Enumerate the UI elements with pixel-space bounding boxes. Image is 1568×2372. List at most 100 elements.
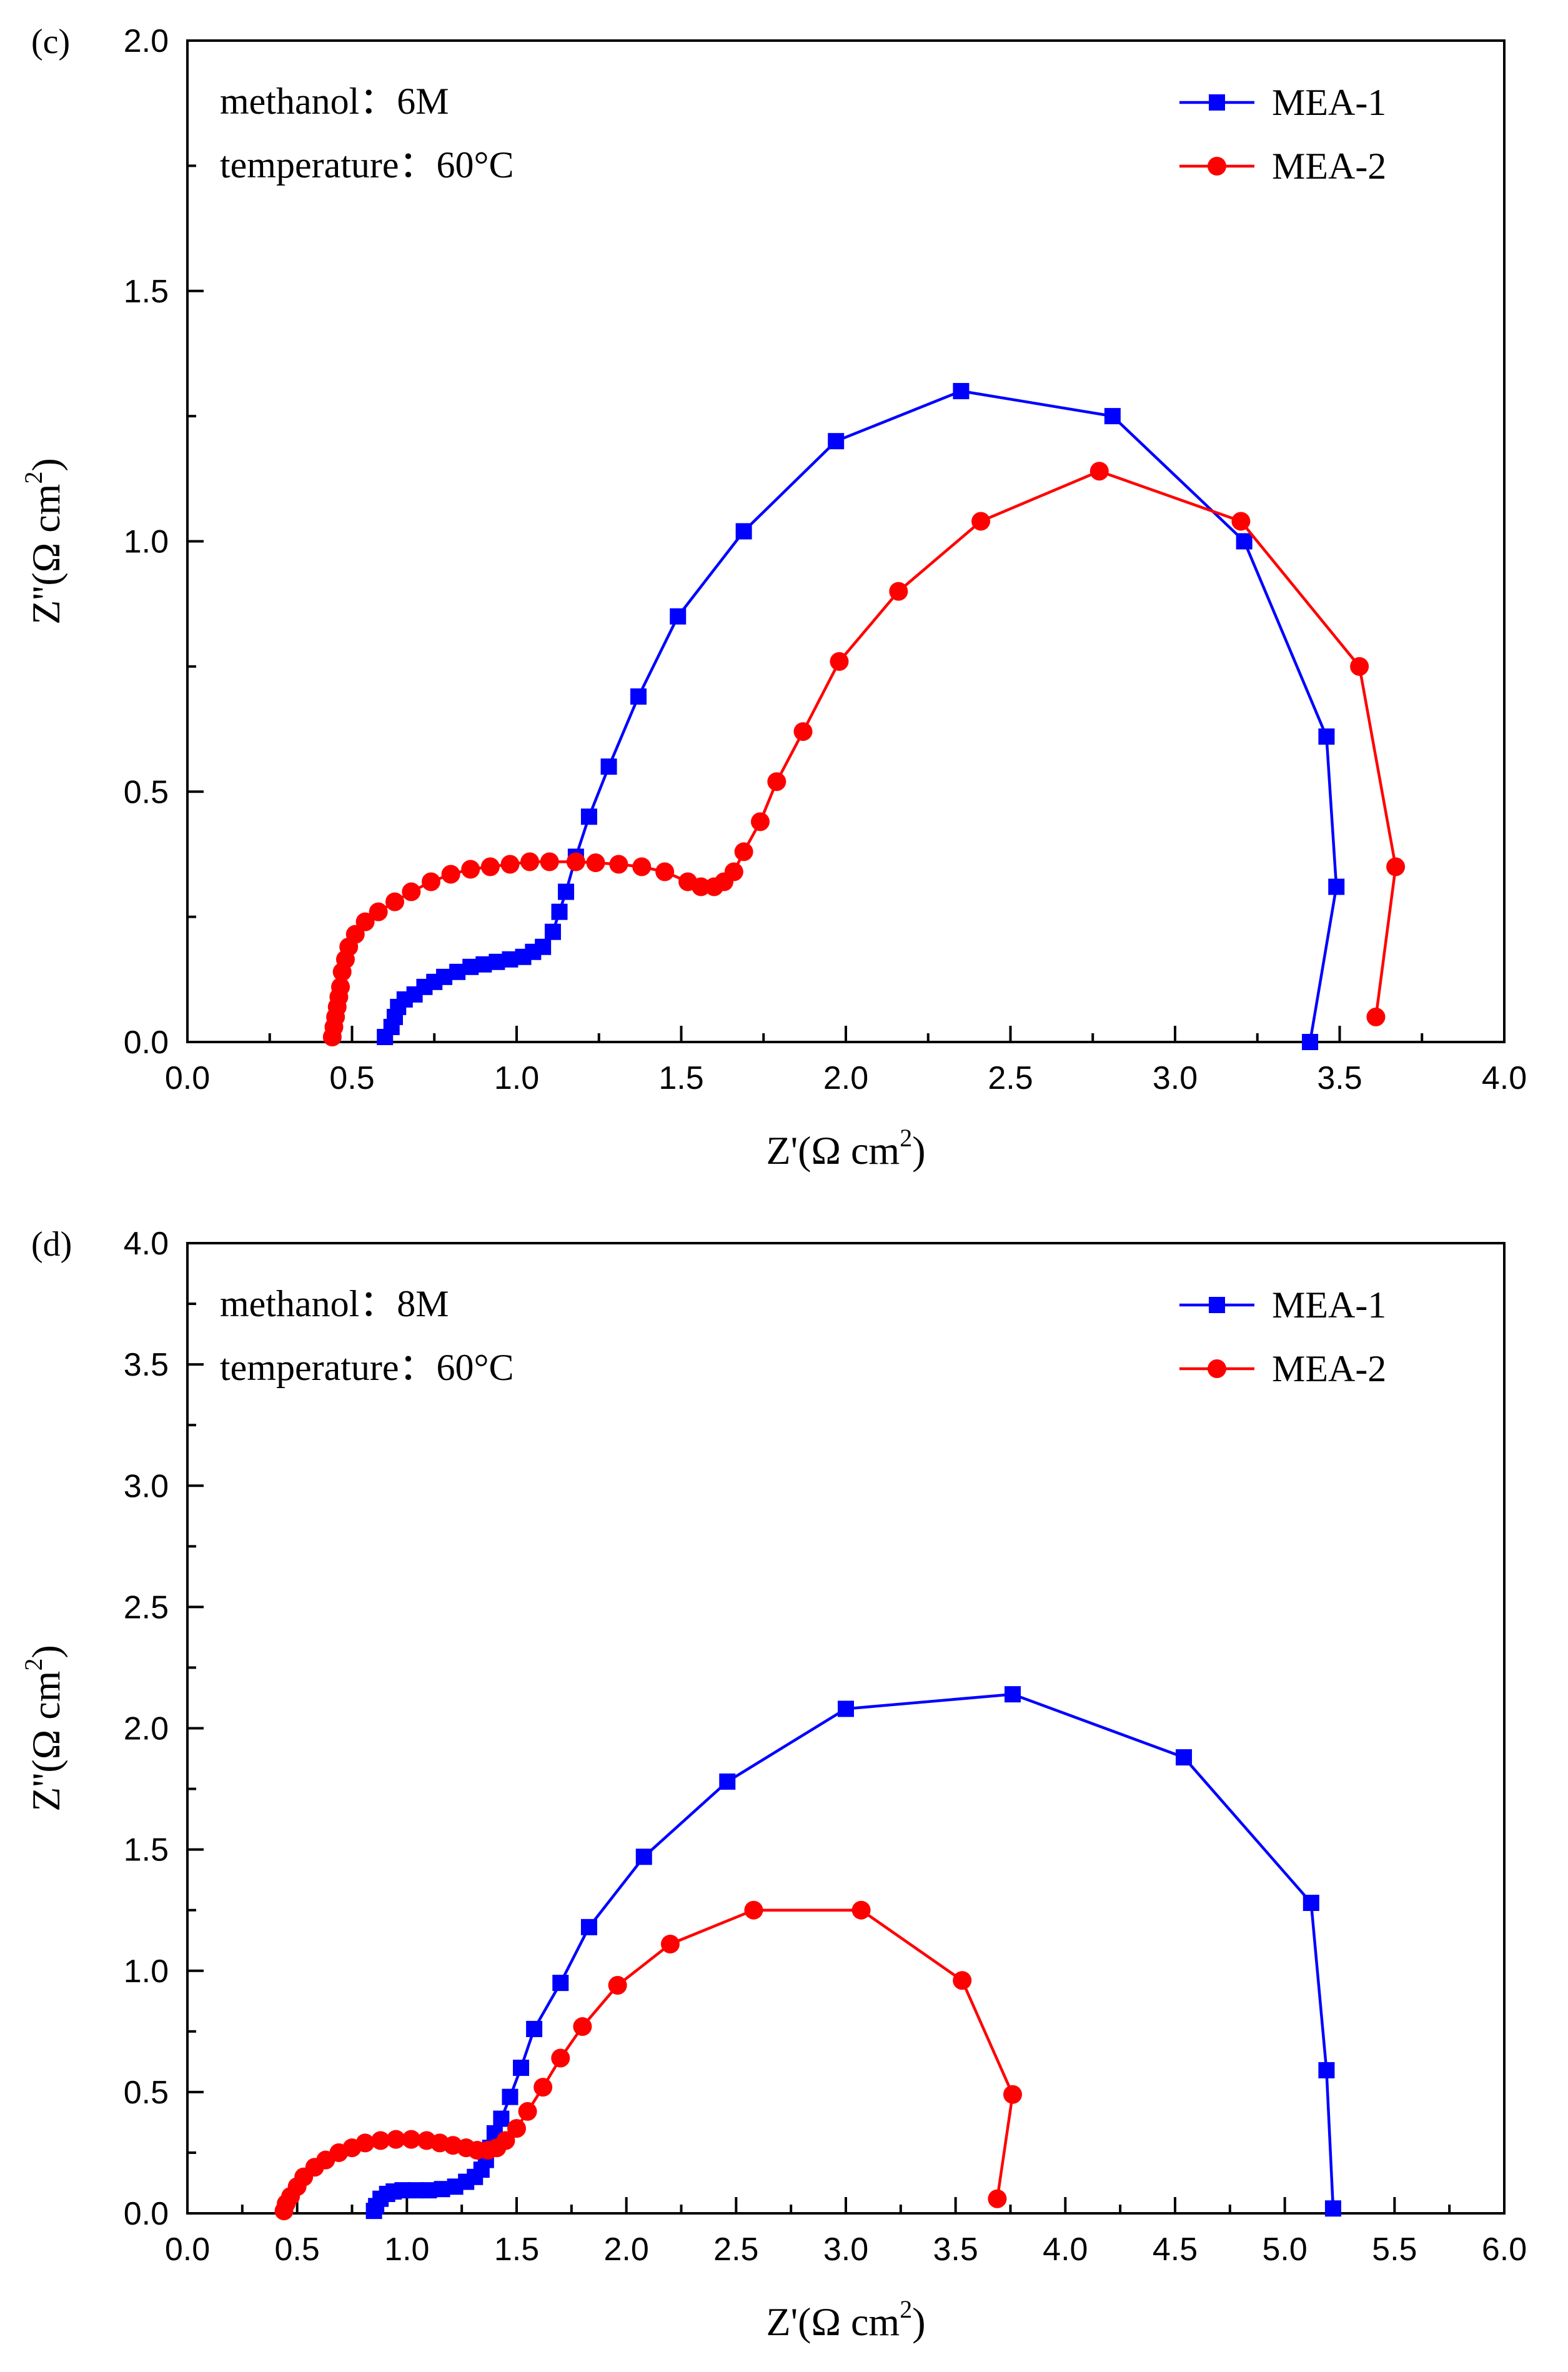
x-axis-label-tail: ) — [912, 1128, 925, 1173]
data-point — [480, 857, 500, 876]
data-point — [719, 1773, 736, 1790]
data-point — [735, 523, 752, 540]
data-point — [678, 872, 698, 891]
data-point — [889, 582, 908, 601]
x-tick-label: 0.5 — [275, 2231, 320, 2268]
x-tick-label: 2.0 — [604, 2231, 649, 2268]
data-point — [513, 2060, 530, 2077]
y-axis-label-tail: ) — [24, 458, 68, 471]
x-tick-label: 3.0 — [823, 2231, 868, 2268]
y-tick-label: 0.5 — [124, 774, 169, 810]
y-axis-label-sup: 2 — [19, 1659, 47, 1671]
y-axis-label: Z''(Ω cm2) — [19, 458, 68, 625]
data-point — [502, 2088, 519, 2105]
x-axis-label-sup: 2 — [900, 2295, 912, 2323]
data-point — [365, 2203, 382, 2220]
data-point — [828, 433, 845, 450]
series-mea-1 — [377, 383, 1345, 1050]
data-point — [632, 857, 652, 876]
data-point — [1236, 533, 1253, 550]
legend-label: MEA-2 — [1272, 1348, 1386, 1389]
data-point — [417, 2131, 436, 2150]
data-point — [670, 608, 687, 625]
data-point — [1386, 857, 1406, 876]
data-point — [1231, 512, 1251, 531]
x-axis-label: Z'(Ω cm2) — [767, 2295, 926, 2344]
data-point — [371, 2131, 390, 2150]
data-point — [580, 1918, 597, 1935]
x-tick-label: 4.0 — [1043, 2231, 1088, 2268]
x-tick-label: 3.5 — [1317, 1060, 1362, 1096]
data-point — [551, 2048, 570, 2068]
annotation-text: methanol：8M — [220, 1283, 449, 1324]
data-point — [274, 2201, 294, 2221]
data-point — [953, 383, 970, 400]
y-tick-label: 0.0 — [124, 2196, 169, 2232]
data-point — [377, 1028, 394, 1045]
y-tick-label: 1.0 — [124, 1953, 169, 1990]
legend-entry: MEA-2 — [1179, 146, 1386, 187]
x-tick-label: 0.0 — [165, 1060, 210, 1096]
data-point — [369, 902, 388, 921]
data-point — [600, 758, 617, 775]
data-point — [1366, 1007, 1386, 1026]
x-tick-label: 3.0 — [1153, 1060, 1198, 1096]
data-point — [1324, 2200, 1341, 2217]
y-tick-label: 4.0 — [124, 1226, 169, 1262]
data-point — [586, 853, 605, 873]
annotation-text: temperature：60°C — [220, 144, 514, 186]
data-point — [566, 852, 585, 871]
data-point — [1318, 728, 1335, 745]
series-line — [330, 469, 1397, 1038]
x-tick-label: 3.5 — [933, 2231, 978, 2268]
data-point — [493, 2110, 510, 2127]
legend-entry: MEA-2 — [1179, 1348, 1386, 1389]
data-point — [518, 2102, 537, 2121]
y-tick-label: 1.5 — [124, 1832, 169, 1868]
data-point — [767, 772, 786, 791]
x-tick-label: 1.0 — [494, 1060, 539, 1096]
data-point — [635, 1848, 652, 1865]
y-tick-label: 0.5 — [124, 2075, 169, 2111]
data-point — [1350, 657, 1369, 676]
panel-label: (c) — [31, 22, 70, 61]
data-point — [1176, 1749, 1193, 1766]
x-tick-label: 5.0 — [1263, 2231, 1307, 2268]
data-point — [608, 1976, 627, 1995]
x-tick-label: 2.5 — [988, 1060, 1033, 1096]
data-point — [402, 2130, 421, 2149]
x-tick-label: 1.5 — [658, 1060, 703, 1096]
data-point — [734, 842, 753, 861]
series-mea-2 — [274, 1900, 1023, 2221]
data-point — [322, 1027, 342, 1046]
series-line — [282, 1908, 1015, 2211]
legend-entry: MEA-1 — [1179, 82, 1386, 123]
data-point — [540, 852, 559, 871]
data-point — [386, 2130, 405, 2149]
data-point — [1318, 2062, 1335, 2078]
y-axis-label-main: Z''(Ω cm — [24, 1671, 68, 1812]
data-point — [609, 855, 628, 874]
data-point — [851, 1900, 871, 1920]
legend-label: MEA-1 — [1272, 82, 1386, 123]
data-point — [558, 883, 575, 900]
data-point — [1005, 1686, 1021, 1703]
data-point — [1303, 1895, 1319, 1912]
data-point — [971, 512, 991, 531]
x-axis-label-main: Z'(Ω cm — [767, 2300, 900, 2344]
data-point — [1003, 2085, 1023, 2104]
y-tick-label: 0.0 — [124, 1025, 169, 1061]
data-point — [385, 892, 405, 911]
x-axis-label-sup: 2 — [900, 1124, 912, 1152]
data-point — [526, 2020, 543, 2037]
data-point — [838, 1700, 854, 1717]
x-tick-label: 0.5 — [329, 1060, 374, 1096]
x-axis-label-main: Z'(Ω cm — [767, 1128, 900, 1173]
x-tick-label: 6.0 — [1482, 2231, 1527, 2268]
data-point — [988, 2189, 1007, 2208]
y-tick-label: 2.5 — [124, 1589, 169, 1625]
legend-marker — [1208, 1359, 1226, 1378]
y-tick-label: 2.0 — [124, 1711, 169, 1747]
data-point — [533, 2078, 553, 2097]
